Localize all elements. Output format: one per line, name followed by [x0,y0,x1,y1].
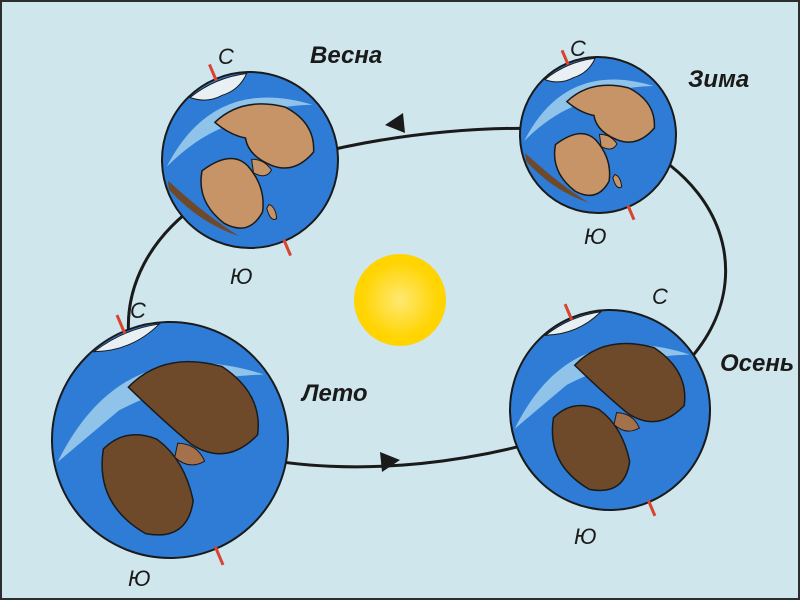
label-spring: Весна [310,42,382,70]
label-winter: Зима [688,66,749,94]
pole-n-spring: С [218,44,234,70]
label-autumn: Осень [720,350,794,378]
pole-n-autumn: С [652,284,668,310]
pole-s-winter: Ю [584,224,607,250]
pole-n-summer: С [130,298,146,324]
background [0,0,800,600]
label-summer: Лето [302,380,368,408]
pole-s-spring: Ю [230,264,253,290]
diagram-canvas: Весна Зима Осень Лето С Ю С Ю С Ю С Ю [0,0,800,600]
pole-n-winter: С [570,36,586,62]
pole-s-summer: Ю [128,566,151,592]
pole-s-autumn: Ю [574,524,597,550]
